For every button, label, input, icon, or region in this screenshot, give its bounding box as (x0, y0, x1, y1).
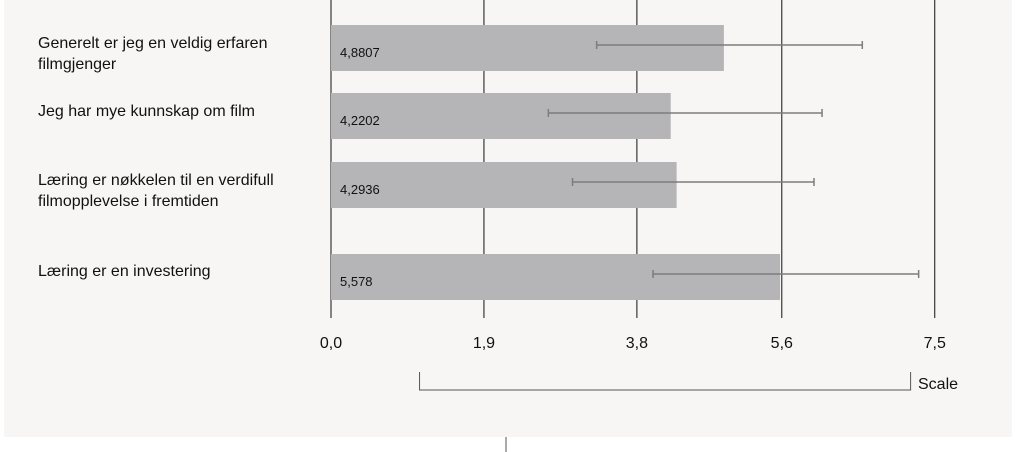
category-label: Læring er en investering (38, 263, 211, 280)
bar (331, 93, 671, 139)
x-tick-label: 1,9 (473, 335, 495, 352)
value-label-layer: 4,8807 4,2202 4,2936 5,578 (340, 45, 380, 289)
x-tick-label: 7,5 (924, 335, 946, 352)
x-tick-label: 0,0 (320, 335, 342, 352)
category-label: Jeg har mye kunnskap om film (38, 103, 255, 120)
x-tick-label: 5,6 (771, 335, 793, 352)
x-tick-label: 3,8 (626, 335, 648, 352)
error-bar-layer (547, 41, 920, 278)
category-label: Generelt er jeg en veldig erfaren filmgj… (38, 35, 268, 73)
scale-bracket (419, 372, 912, 391)
bar (331, 254, 781, 300)
scale-bracket-layer (419, 372, 912, 452)
bar-layer (331, 25, 781, 300)
bar-value-label: 4,8807 (340, 45, 380, 60)
scale-label: Scale (918, 376, 959, 393)
bar (331, 25, 724, 71)
category-label: Læring er nøkkelen til en verdifull film… (38, 172, 274, 210)
chart-panel (4, 0, 1012, 437)
bar-value-label: 5,578 (340, 274, 373, 289)
bar (331, 162, 677, 208)
bar-value-label: 4,2202 (340, 113, 380, 128)
tick-label-layer: 0,0 1,9 3,8 5,6 7,5 (320, 335, 946, 352)
bar-value-label: 4,2936 (340, 182, 380, 197)
